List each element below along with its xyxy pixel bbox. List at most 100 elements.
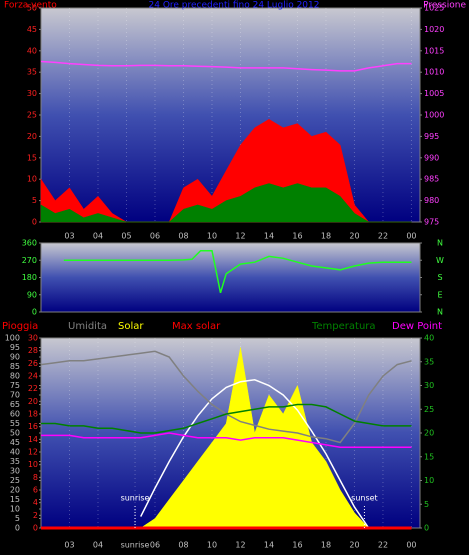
y2-tick-label: 1005: [424, 89, 444, 98]
y2-tick-label: N: [437, 308, 443, 317]
x-tick-label: 18: [321, 232, 331, 241]
y3-tick-label: 4: [33, 498, 38, 507]
y2-tick-label: 30: [424, 381, 434, 390]
series-line: [140, 379, 370, 529]
y-tick-label: 30: [27, 89, 37, 98]
y-tick-label: 55: [10, 419, 20, 428]
y2-tick-label: 0: [424, 524, 429, 533]
x-tick-label: 22: [378, 541, 388, 550]
x-tick-label: 14: [264, 232, 274, 241]
y2-tick-label: 20: [424, 429, 434, 438]
y2-tick-label: 1010: [424, 68, 444, 77]
legend-entry: Max solar: [172, 321, 221, 332]
y-tick-label: 25: [27, 111, 37, 120]
y2-tick-label: 1025: [424, 4, 444, 13]
y-axis-label: Forza vento: [4, 1, 57, 11]
series-line: [41, 403, 412, 434]
y-tick-label: 80: [10, 372, 20, 381]
x-tick-label: 04: [93, 232, 103, 241]
y-tick-label: 90: [27, 290, 37, 299]
y-tick-label: 35: [27, 68, 37, 77]
legend-entry: Pioggia: [2, 321, 38, 332]
chart-title: 24 Ore precedenti fino 24 Luglio 2012: [149, 1, 320, 11]
y2-tick-label: 10: [424, 476, 434, 485]
y2-tick-label: W: [436, 256, 444, 265]
x-tick-label: 12: [235, 541, 245, 550]
legend-entry: Temperatura: [311, 321, 376, 332]
y-tick-label: 40: [27, 46, 37, 55]
y-tick-label: 70: [10, 391, 20, 400]
x-tick-label: 06: [150, 541, 160, 550]
y2-axis-label: Pressione: [423, 1, 466, 11]
y3-tick-label: 2: [33, 511, 38, 520]
y-tick-label: 60: [10, 410, 20, 419]
y3-tick-label: 6: [33, 486, 38, 495]
y3-tick-label: 20: [28, 397, 38, 406]
y-tick-label: 15: [27, 153, 37, 162]
y2-tick-label: 990: [424, 153, 439, 162]
y2-tick-label: 980: [424, 196, 439, 205]
x-tick-label: 12: [235, 232, 245, 241]
x-tick-label: 10: [207, 541, 217, 550]
x-tick-label: 16: [292, 541, 302, 550]
y3-tick-label: 28: [28, 346, 38, 355]
legend-entry: Dew Point: [392, 321, 442, 332]
x-tick-label: 08: [178, 541, 188, 550]
y-tick-label: 45: [10, 438, 20, 447]
y2-tick-label: 1020: [424, 25, 444, 34]
x-tick-label: 00: [406, 232, 416, 241]
y2-tick-label: S: [437, 273, 442, 282]
y-tick-label: 25: [10, 476, 20, 485]
y-tick-label: 50: [10, 429, 20, 438]
x-tick-label: 10: [207, 232, 217, 241]
y-tick-label: 0: [15, 524, 20, 533]
y3-tick-label: 12: [28, 448, 38, 457]
y2-tick-label: N: [437, 239, 443, 248]
y-tick-label: 20: [27, 132, 37, 141]
y2-tick-label: 1015: [424, 46, 444, 55]
x-tick-label: 03: [64, 232, 74, 241]
y3-tick-label: 22: [28, 384, 38, 393]
y-tick-label: 5: [15, 514, 20, 523]
y-tick-label: 75: [10, 381, 20, 390]
x-tick-label: 00: [406, 541, 416, 550]
legend-entry: Solar: [118, 321, 144, 332]
y3-tick-label: 8: [33, 473, 38, 482]
y2-tick-label: 40: [424, 334, 434, 343]
y-tick-label: 85: [10, 362, 20, 371]
y-tick-label: 10: [10, 505, 20, 514]
x-tick-label: 18: [321, 541, 331, 550]
y3-tick-label: 30: [28, 334, 38, 343]
x-tick-label: 20: [349, 541, 359, 550]
y-tick-label: 5: [32, 196, 37, 205]
panel-direction: [40, 242, 421, 313]
y-tick-label: 0: [32, 218, 37, 227]
x-tick-label: 05: [121, 232, 131, 241]
y3-tick-label: 24: [28, 372, 38, 381]
y2-tick-label: E: [437, 290, 442, 299]
y3-tick-label: 26: [28, 359, 38, 368]
y3-tick-label: 18: [28, 410, 38, 419]
series-line: [41, 432, 412, 449]
y-tick-label: 10: [27, 175, 37, 184]
annotation: sunrise: [121, 494, 150, 503]
legend-entry: Umidita: [68, 321, 107, 332]
y-tick-label: 30: [10, 467, 20, 476]
x-tick-label: 04: [93, 541, 103, 550]
x-tick-label: 22: [378, 232, 388, 241]
y2-tick-label: 25: [424, 405, 434, 414]
y2-tick-label: 35: [424, 357, 434, 366]
y-tick-label: 270: [22, 256, 37, 265]
y3-tick-label: 0: [33, 524, 38, 533]
y3-tick-label: 10: [28, 460, 38, 469]
x-tick-label: sunrise: [121, 541, 150, 550]
annotation: sunset: [351, 494, 378, 503]
series-line: [40, 60, 412, 72]
x-tick-label: 14: [264, 541, 274, 550]
y-tick-label: 100: [5, 334, 20, 343]
y-tick-label: 40: [10, 448, 20, 457]
y2-tick-label: 1000: [424, 111, 444, 120]
y-tick-label: 95: [10, 343, 20, 352]
y-tick-label: 65: [10, 400, 20, 409]
